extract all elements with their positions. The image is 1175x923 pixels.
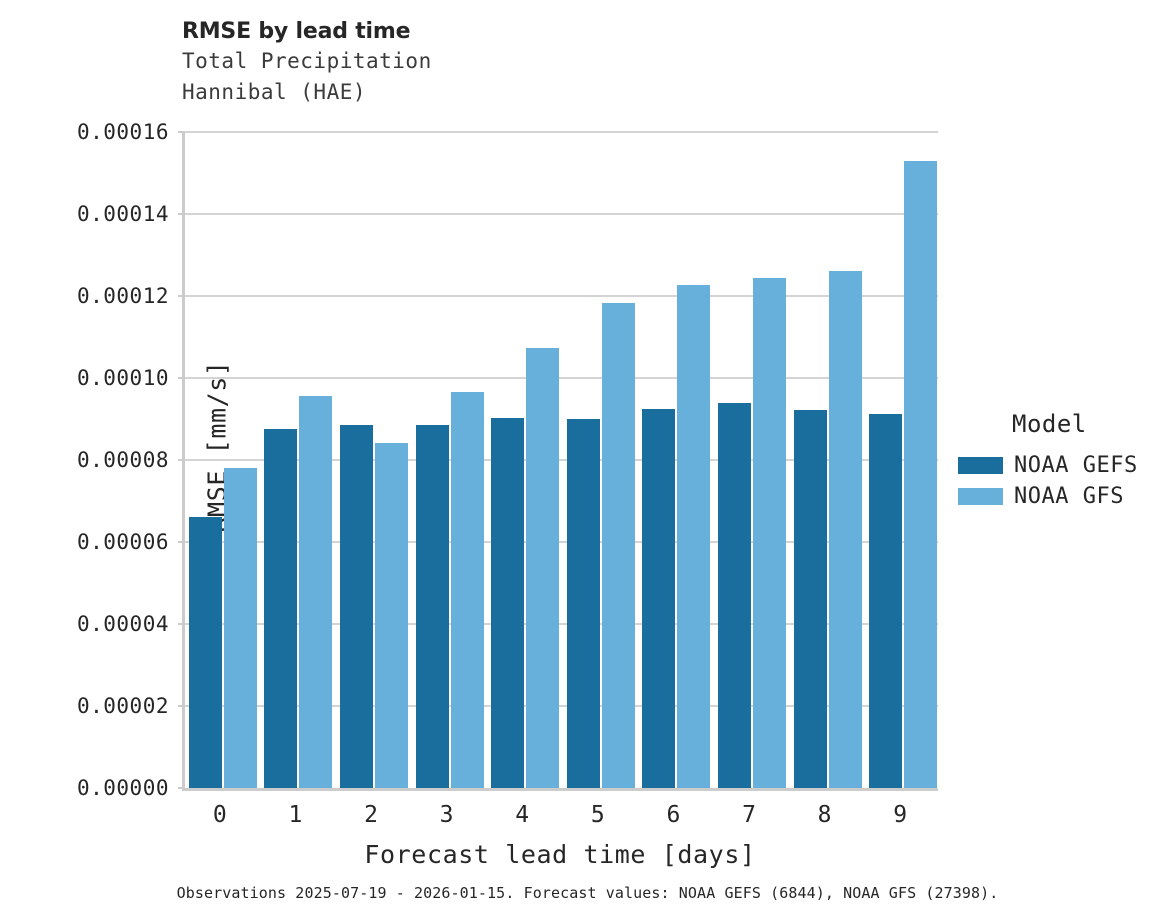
gridline (185, 623, 938, 625)
gridline (185, 295, 938, 297)
bar-noaa-gfs-day-2[interactable] (375, 442, 408, 788)
y-axis-tick-mark (178, 541, 185, 543)
x-axis-tick-label: 3 (439, 802, 454, 828)
gridline (185, 377, 938, 379)
bar-noaa-gefs-day-6[interactable] (642, 408, 676, 788)
y-axis-tick-mark (178, 377, 185, 379)
y-axis-tick-mark (178, 787, 185, 789)
x-axis-tick-label: 9 (893, 802, 908, 828)
legend: Model NOAA GEFS NOAA GFS (958, 410, 1138, 512)
y-axis-tick-mark (178, 295, 185, 297)
legend-swatch-icon (958, 457, 1003, 474)
page-title: RMSE by lead time (182, 19, 411, 44)
bar-noaa-gefs-day-3[interactable] (415, 425, 449, 788)
y-axis-tick-label: 0.00010 (76, 366, 169, 390)
gridline (185, 131, 938, 133)
bar-noaa-gefs-day-4[interactable] (491, 418, 525, 788)
y-axis-tick-mark (178, 623, 185, 625)
chart-subtitle-variable: Total Precipitation (182, 49, 432, 73)
y-axis-tick-label: 0.00012 (76, 284, 169, 308)
x-axis-title: Forecast lead time [days] (364, 840, 756, 869)
y-axis-tick-mark (178, 459, 185, 461)
bar-noaa-gfs-day-5[interactable] (601, 302, 635, 788)
y-axis-tick-mark (178, 213, 185, 215)
bar-noaa-gefs-day-1[interactable] (264, 429, 298, 788)
y-axis-tick-label: 0.00008 (76, 448, 169, 472)
x-axis-tick-label: 0 (212, 802, 227, 828)
legend-item-noaa-gefs[interactable]: NOAA GEFS (958, 450, 1138, 481)
bar-noaa-gfs-day-3[interactable] (450, 392, 484, 788)
bar-noaa-gefs-day-2[interactable] (340, 425, 373, 788)
x-axis-tick-label: 5 (590, 802, 605, 828)
y-axis-tick-label: 0.00000 (76, 776, 169, 800)
y-axis-tick-mark (178, 705, 185, 707)
gridline (185, 541, 938, 543)
gridline (185, 705, 938, 707)
y-axis-tick-label: 0.00006 (76, 530, 169, 554)
bar-noaa-gfs-day-0[interactable] (223, 468, 257, 788)
x-axis-line (182, 788, 938, 791)
bar-noaa-gfs-day-6[interactable] (677, 285, 711, 788)
bar-noaa-gfs-day-7[interactable] (753, 278, 786, 788)
legend-item-noaa-gfs[interactable]: NOAA GFS (958, 481, 1138, 512)
x-axis-tick-label: 8 (817, 802, 832, 828)
y-axis-tick-label: 0.00004 (76, 612, 169, 636)
legend-swatch-icon (958, 488, 1003, 505)
x-axis-tick-label: 7 (742, 802, 756, 828)
y-axis-tick-label: 0.00016 (76, 120, 169, 144)
bar-noaa-gfs-day-8[interactable] (828, 270, 862, 788)
y-axis-tick-label: 0.00014 (76, 202, 169, 226)
legend-item-label: NOAA GEFS (1014, 453, 1138, 478)
bar-noaa-gfs-day-4[interactable] (526, 348, 560, 788)
y-axis-tick-mark (178, 131, 185, 133)
y-axis-tick-label: 0.00002 (76, 694, 169, 718)
plot-area: RMSE [mm/s] 0.00000 0.00002 0.00004 0.00006… (77, 120, 938, 800)
title-block: RMSE by lead time Total Precipitation Ha… (182, 18, 432, 108)
bars-layer (185, 132, 938, 788)
legend-item-label: NOAA GFS (1014, 484, 1124, 509)
bar-noaa-gefs-day-5[interactable] (566, 418, 600, 788)
chart-subtitle-location: Hannibal (HAE) (182, 80, 367, 104)
bar-noaa-gefs-day-9[interactable] (869, 414, 903, 788)
x-axis-tick-label: 1 (288, 802, 303, 828)
x-axis-tick-label: 6 (666, 802, 681, 828)
bar-noaa-gfs-day-9[interactable] (904, 160, 938, 788)
gridline (185, 213, 938, 215)
bar-noaa-gefs-day-7[interactable] (718, 403, 751, 788)
legend-title: Model (1012, 410, 1087, 438)
x-axis-tick-label: 4 (515, 802, 530, 828)
bar-noaa-gfs-day-1[interactable] (299, 396, 333, 788)
chart-caption: Observations 2025-07-19 - 2026-01-15. Fo… (176, 884, 999, 902)
bar-noaa-gefs-day-8[interactable] (793, 409, 827, 788)
x-axis-tick-label: 2 (364, 802, 378, 828)
gridline (185, 459, 938, 461)
bar-noaa-gefs-day-0[interactable] (188, 516, 222, 788)
